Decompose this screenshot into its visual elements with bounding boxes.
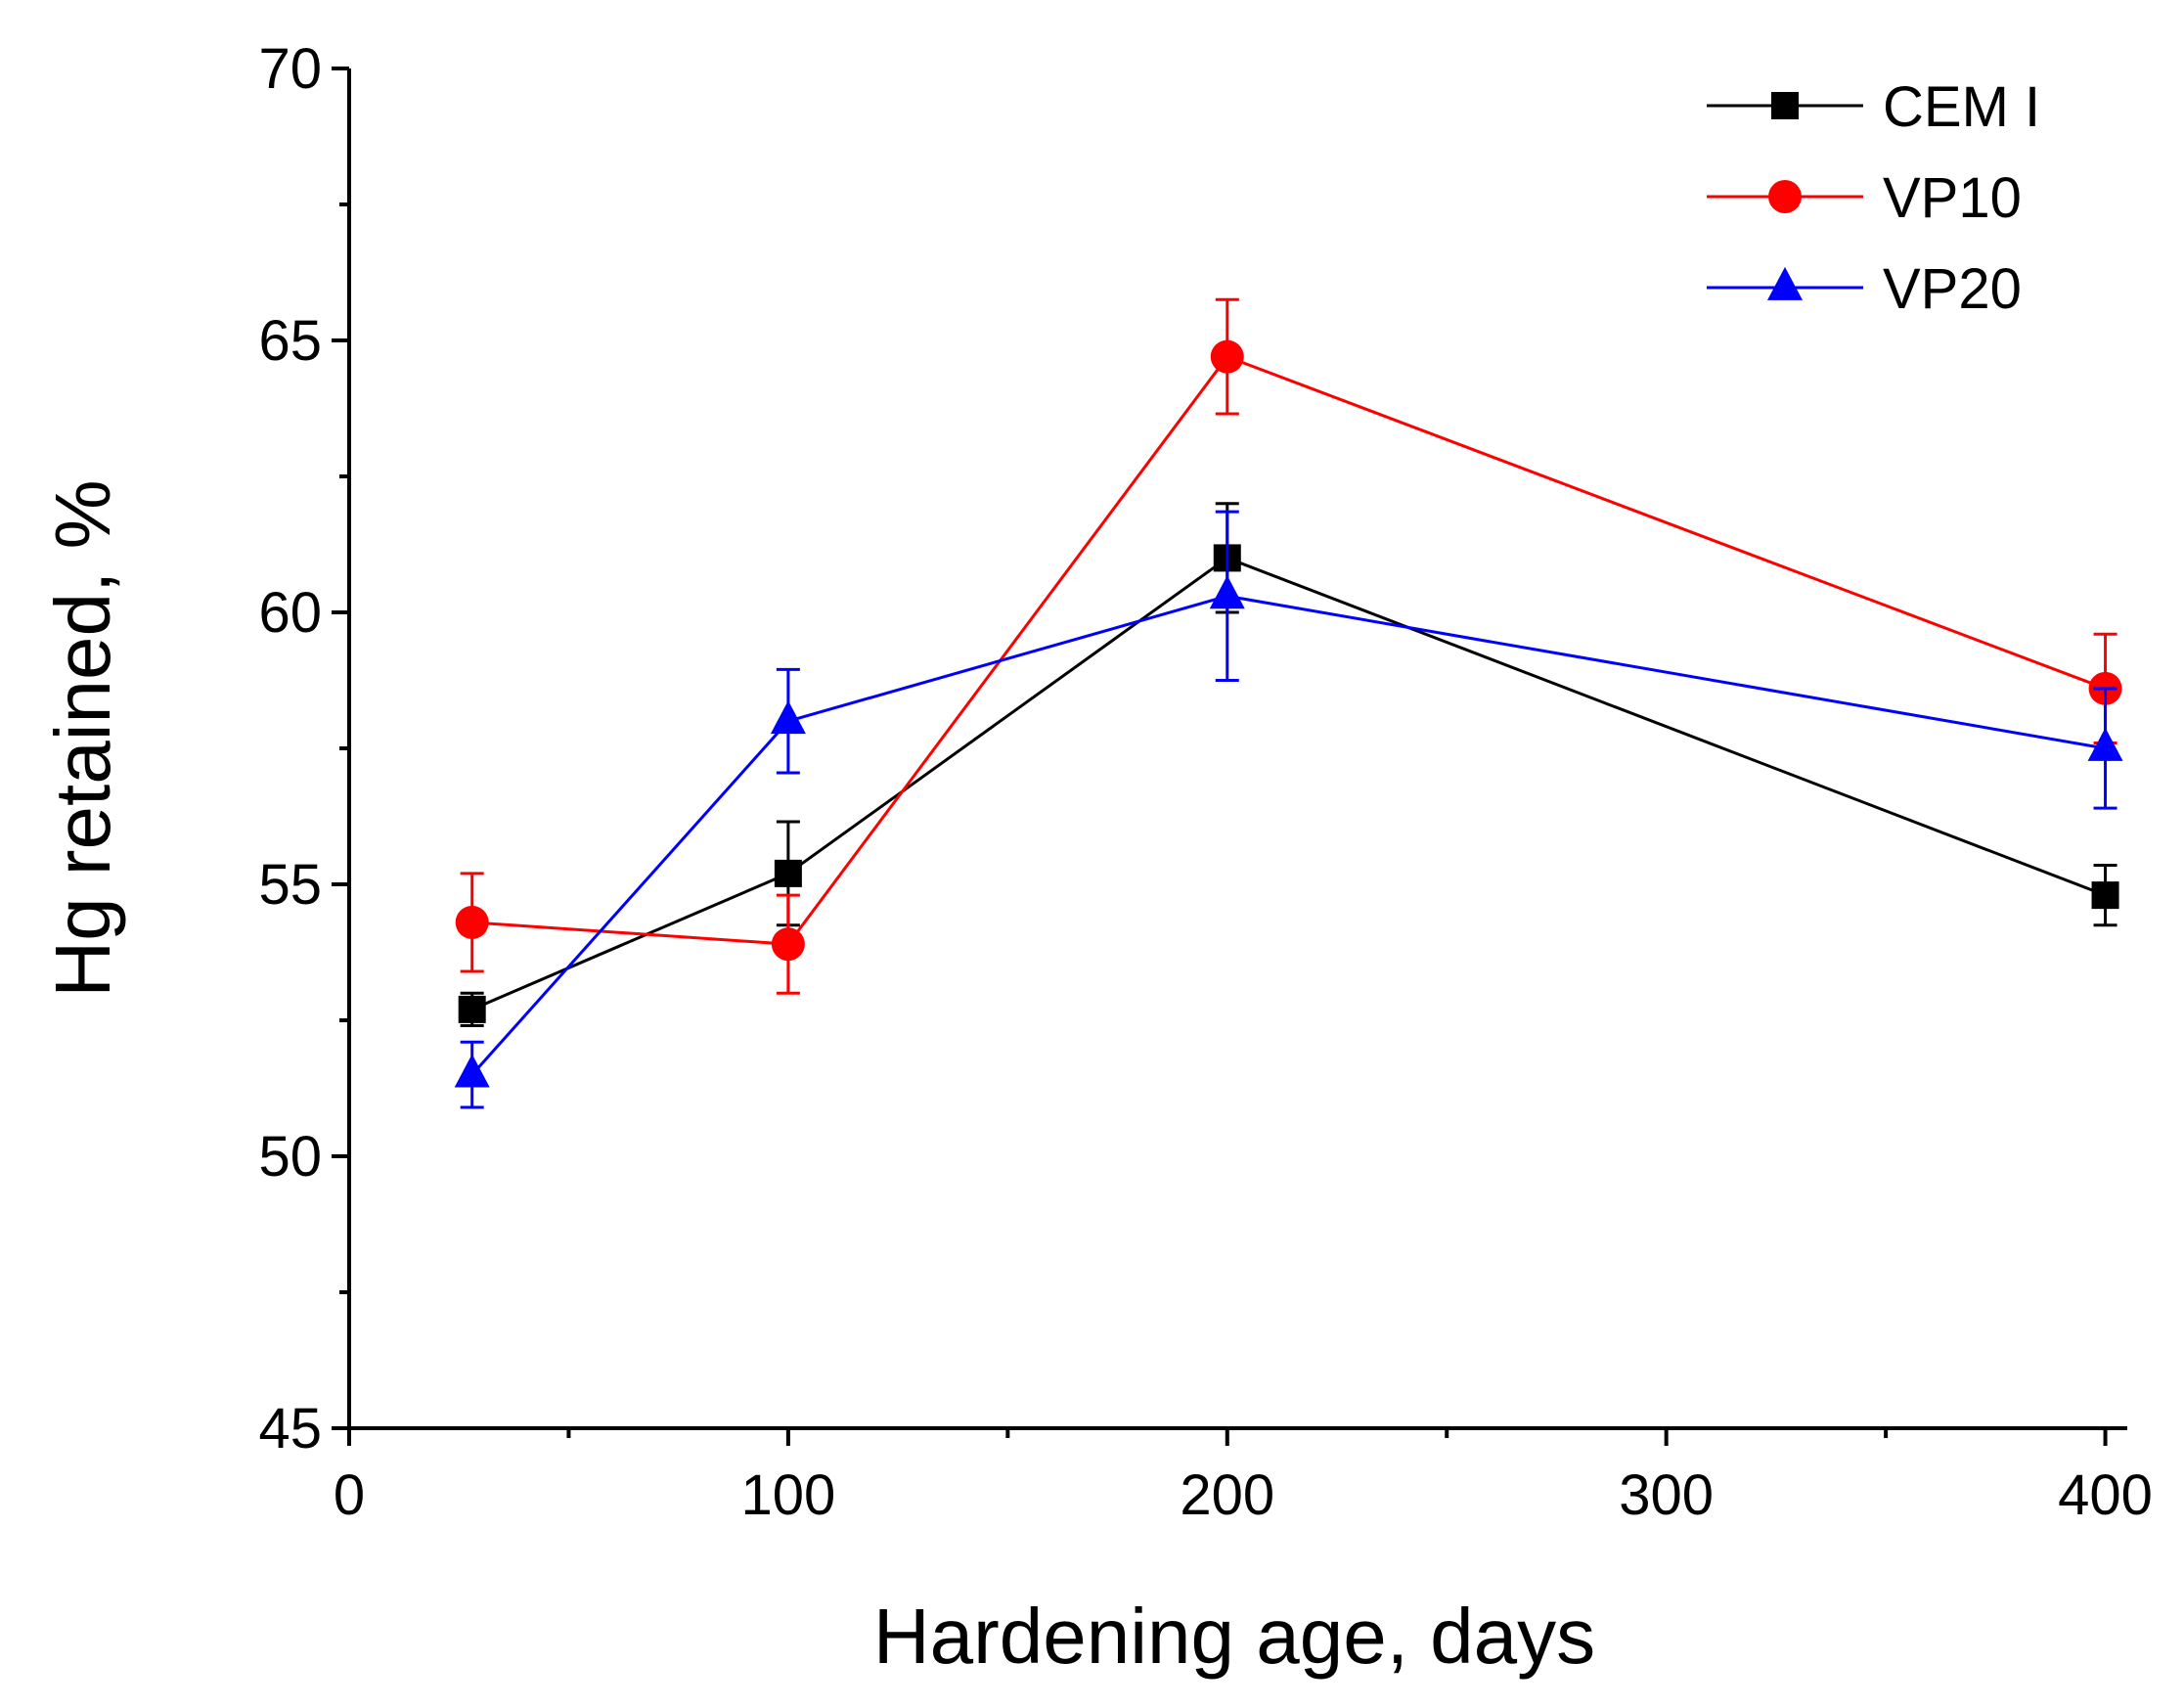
series-vp20	[454, 510, 2123, 1109]
series-line	[470, 594, 2106, 1076]
x-tick-label: 0	[334, 1463, 365, 1527]
data-point	[454, 1054, 490, 1088]
y-tick-label: 50	[258, 1125, 322, 1189]
data-point	[774, 859, 802, 887]
x-tick-label: 400	[2058, 1463, 2153, 1527]
data-point	[771, 927, 805, 962]
data-point	[1210, 339, 1244, 374]
data-point	[458, 995, 486, 1023]
legend-marker	[1771, 92, 1799, 119]
legend-label: VP20	[1883, 257, 2022, 321]
y-axis-title: Hg retained, %	[39, 479, 126, 997]
legend-label: VP10	[1883, 166, 2022, 230]
data-point	[455, 905, 489, 939]
series-cem-i	[458, 502, 2119, 1028]
legend-marker	[1768, 180, 1802, 213]
y-tick-label: 55	[258, 853, 322, 917]
y-tick-label: 65	[258, 309, 322, 373]
legend-item: VP10	[1707, 166, 2022, 230]
y-tick-label: 70	[258, 37, 322, 101]
x-tick-label: 100	[740, 1463, 835, 1527]
legend-item: CEM I	[1707, 75, 2040, 139]
x-axis-title: Hardening age, days	[873, 1593, 1595, 1680]
series-layer	[454, 297, 2123, 1109]
data-point	[770, 700, 806, 735]
series-line	[471, 556, 2107, 1011]
y-tick-label: 45	[258, 1397, 322, 1461]
series-line	[471, 354, 2107, 946]
axes: 0 100 200 300 400 45 50 55 60 65 70	[258, 37, 2152, 1527]
legend-item: VP20	[1707, 257, 2022, 321]
legend: CEM I VP10 VP20	[1707, 75, 2040, 321]
legend-marker	[1767, 266, 1803, 300]
x-tick-label: 200	[1180, 1463, 1274, 1527]
x-tick-label: 300	[1619, 1463, 1714, 1527]
data-point	[1209, 575, 1245, 609]
data-point	[2091, 881, 2119, 910]
data-point	[2087, 727, 2123, 761]
legend-label: CEM I	[1883, 75, 2040, 139]
y-tick-label: 60	[258, 581, 322, 645]
